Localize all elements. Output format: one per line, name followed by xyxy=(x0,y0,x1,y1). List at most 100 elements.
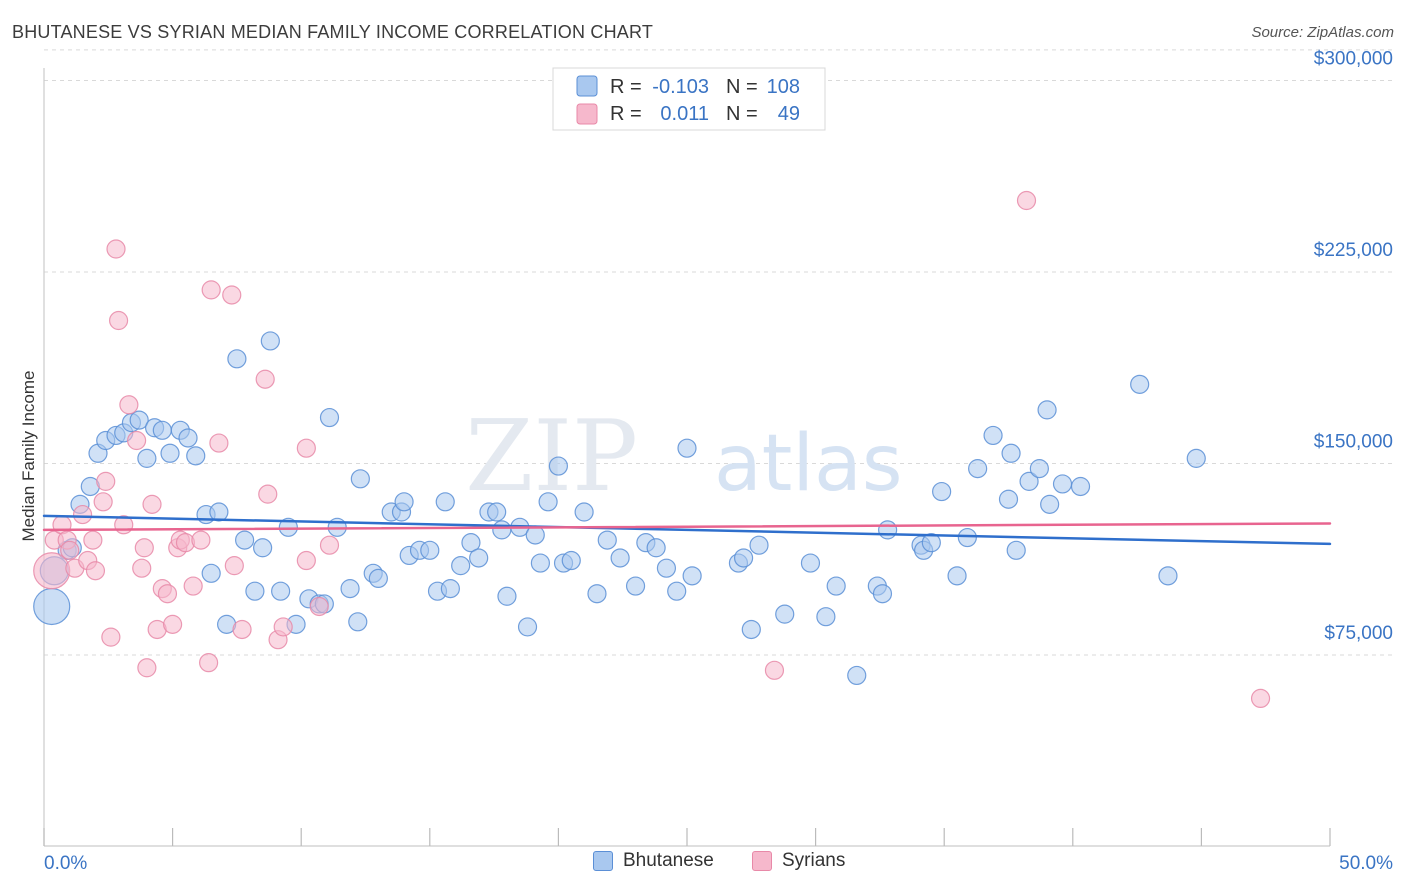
legend-swatch-blue xyxy=(576,75,598,97)
bottom-legend-item-bhutanese[interactable]: Bhutanese xyxy=(593,850,714,872)
bhutanese-point xyxy=(129,410,149,430)
source-label: Source: ZipAtlas.com xyxy=(1251,24,1394,41)
bhutanese-point xyxy=(921,533,941,553)
data-points xyxy=(33,190,1271,709)
bhutanese-point xyxy=(998,489,1019,509)
watermark-atlas: atlas xyxy=(714,419,903,509)
syrian-point xyxy=(142,494,162,514)
bhutanese-point xyxy=(682,566,702,586)
syrians-swatch xyxy=(752,851,772,871)
bhutanese-point xyxy=(656,558,677,578)
syrian-point xyxy=(309,596,329,617)
legend-box xyxy=(552,67,826,131)
bhutanese-point xyxy=(245,581,265,601)
syrian-point xyxy=(108,310,129,331)
bhutanese-point xyxy=(1052,474,1073,494)
bhutanese-point xyxy=(461,533,481,553)
syrian-point xyxy=(134,538,154,558)
legend-n-label-1: N = xyxy=(726,76,758,98)
syrian-point xyxy=(96,471,116,491)
legend-swatch-pink xyxy=(576,103,598,125)
syrian-point xyxy=(101,627,121,647)
syrian-point xyxy=(224,556,244,576)
bhutanese-point xyxy=(1040,494,1060,514)
syrian-point xyxy=(83,530,103,550)
syrian-point xyxy=(319,535,340,555)
legend-n-label-2: N = xyxy=(726,103,758,125)
bhutanese-point xyxy=(319,407,340,428)
y-tick-label: $225,000 xyxy=(1314,240,1393,261)
bhutanese-point xyxy=(826,576,846,596)
bhutanese-point xyxy=(178,428,198,448)
bhutanese-point xyxy=(492,520,512,540)
syrian-point xyxy=(85,561,106,581)
bhutanese-point xyxy=(625,576,646,596)
x-tick-label-max: 50.0% xyxy=(1339,853,1393,874)
bhutanese-point xyxy=(667,581,687,601)
syrian-point xyxy=(296,550,316,571)
bhutanese-point xyxy=(597,530,617,550)
bhutanese-point xyxy=(800,553,821,573)
bhutanese-point xyxy=(1186,448,1206,468)
bhutanese-point xyxy=(878,520,898,540)
bhutanese-point xyxy=(137,448,157,468)
bhutanese-point xyxy=(260,331,280,351)
bhutanese-point xyxy=(201,563,221,583)
bhutanese-point xyxy=(574,502,594,522)
bhutanese-point xyxy=(1006,540,1026,560)
y-tick-label: $150,000 xyxy=(1314,432,1393,453)
bhutanese-point xyxy=(33,587,71,626)
bhutanese-point xyxy=(420,540,440,560)
syrian-point xyxy=(72,504,93,525)
bhutanese-point xyxy=(209,502,229,522)
chart-title: BHUTANESE VS SYRIAN MEDIAN FAMILY INCOME… xyxy=(12,22,654,42)
grid xyxy=(44,49,1394,656)
bhutanese-point xyxy=(775,604,795,624)
syrian-point xyxy=(255,369,275,389)
syrian-point xyxy=(126,430,147,451)
legend-r-value-2: 0.011 xyxy=(660,103,709,125)
bhutanese-point xyxy=(253,538,273,558)
syrian-point xyxy=(183,576,203,596)
x-ticks xyxy=(43,828,1331,846)
bottom-legend-label-syrians: Syrians xyxy=(782,850,846,871)
bhutanese-point xyxy=(677,438,697,458)
bhutanese-point xyxy=(1029,459,1049,479)
bhutanese-point xyxy=(741,619,761,640)
bhutanese-point xyxy=(530,553,550,573)
bhutanese-point xyxy=(271,581,291,601)
bhutanese-point xyxy=(548,456,569,476)
bhutanese-point xyxy=(227,349,247,369)
bhutanese-point xyxy=(394,492,414,512)
y-tick-label: $300,000 xyxy=(1314,49,1393,70)
bhutanese-point xyxy=(610,548,630,568)
bhutanese-point xyxy=(152,420,172,440)
bhutanese-point xyxy=(538,492,558,512)
syrian-point xyxy=(119,395,139,415)
bhutanese-point xyxy=(587,584,607,604)
legend-r-label-1: R = xyxy=(610,76,642,98)
legend-r-label-2: R = xyxy=(610,103,642,125)
bhutanese-point xyxy=(186,446,206,466)
bhutanese-point xyxy=(497,586,517,606)
syrian-point xyxy=(258,484,278,504)
bhutanese-point xyxy=(368,568,388,589)
bottom-legend: Bhutanese Syrians xyxy=(0,850,1406,880)
y-tick-labels: $75,000 $150,000 $225,000 $300,000 xyxy=(1314,49,1393,645)
bhutanese-point xyxy=(487,502,507,522)
syrian-point xyxy=(209,433,229,453)
bhutanese-point xyxy=(1130,374,1150,394)
stats-legend: R = -0.103 N = 108 R = 0.011 N = 49 xyxy=(552,67,826,131)
bhutanese-point xyxy=(235,530,255,550)
bottom-legend-item-syrians[interactable]: Syrians xyxy=(752,850,845,872)
bhutanese-point xyxy=(749,535,769,555)
legend-r-value-1: -0.103 xyxy=(652,76,709,98)
bhutanese-point xyxy=(646,538,666,558)
syrian-point xyxy=(60,540,80,560)
bhutanese-point xyxy=(816,607,836,627)
y-axis-label: Median Family Income xyxy=(19,370,38,541)
bhutanese-point xyxy=(561,550,581,571)
bhutanese-point xyxy=(278,517,298,537)
bhutanese-swatch xyxy=(593,851,613,871)
